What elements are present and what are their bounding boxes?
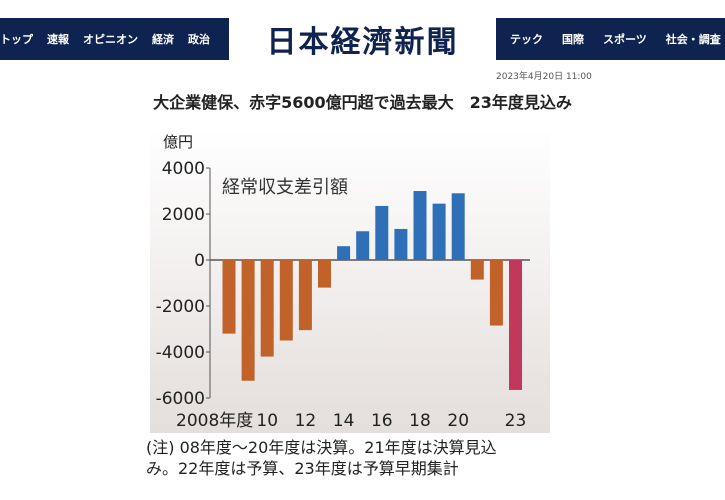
article-timestamp: 2023年4月20日 11:00 (496, 72, 592, 82)
bar-2017 (394, 228, 408, 260)
logo-text: 日本経濟新聞 (266, 25, 459, 60)
chart-title: 経常収支差引額 (222, 177, 348, 198)
bar-2022 (489, 260, 503, 326)
nav-sports[interactable]: スポーツ (603, 33, 647, 46)
x-tick-label: 18 (409, 411, 431, 431)
nav-opinion[interactable]: オピニオン (83, 33, 138, 46)
bar-2010 (260, 260, 274, 357)
bar-2019 (432, 203, 446, 260)
article-headline: 大企業健保、赤字5600億円超で過去最大 23年度見込み (153, 93, 572, 112)
nav-society[interactable]: 社会・調査 (665, 33, 721, 46)
bar-2018 (413, 191, 427, 260)
x-tick-label: 2008年度 (176, 411, 253, 431)
site-logo[interactable]: 日本経濟新聞 (229, 18, 496, 60)
nav-economy[interactable]: 経済 (152, 33, 174, 46)
x-tick-label: 14 (333, 411, 355, 431)
bar-2020 (451, 193, 465, 260)
chart-footnote-line2: み。22年度は予算、23年度は予算早期集計 (146, 459, 459, 478)
y-tick-label: -6000 (156, 389, 205, 409)
x-tick-label: 23 (505, 411, 527, 431)
chart-panel (150, 128, 550, 433)
y-tick-label: -4000 (156, 343, 205, 363)
bar-2009 (241, 260, 255, 381)
y-tick-label: 4000 (162, 159, 205, 179)
x-tick-label: 20 (447, 411, 469, 431)
bar-2015 (356, 231, 370, 260)
y-tick-label: -2000 (156, 297, 205, 317)
x-ticks: 2008年度 10 12 14 16 18 20 23 (176, 411, 526, 431)
x-tick-label: 12 (295, 411, 317, 431)
x-tick-label: 16 (371, 411, 393, 431)
nav-left-group: トップ 速報 オピニオン 経済 政治 (0, 18, 210, 60)
nav-politics[interactable]: 政治 (188, 33, 210, 46)
bar-2016 (375, 205, 389, 260)
bar-2012 (298, 260, 312, 331)
bar-2011 (279, 260, 293, 341)
chart-footnote: (注) 08年度～20年度は決算。21年度は決算見込 み。22年度は予算、23年… (146, 437, 586, 479)
nav-right-group: テック 国際 スポーツ 社会・調査 (510, 18, 721, 60)
bar-2013 (318, 260, 331, 288)
bar-2008年度 (222, 260, 236, 334)
nav-international[interactable]: 国際 (562, 33, 584, 46)
y-tick-label: 2000 (162, 205, 205, 225)
nav-tech[interactable]: テック (510, 33, 543, 46)
nav-breaking[interactable]: 速報 (47, 33, 69, 46)
y-tick-label: 0 (194, 251, 205, 271)
bar-2021 (470, 260, 484, 280)
y-ticks: 4000 2000 0 -2000 -4000 -6000 (156, 159, 210, 409)
chart-footnote-line1: (注) 08年度～20年度は決算。21年度は決算見込 (146, 438, 497, 457)
bars (222, 191, 522, 390)
nav-top[interactable]: トップ (0, 33, 33, 46)
chart-unit-label: 億円 (163, 133, 193, 151)
x-tick-label: 10 (256, 411, 278, 431)
bar-2014 (337, 246, 351, 260)
bar-2023 (509, 260, 522, 390)
